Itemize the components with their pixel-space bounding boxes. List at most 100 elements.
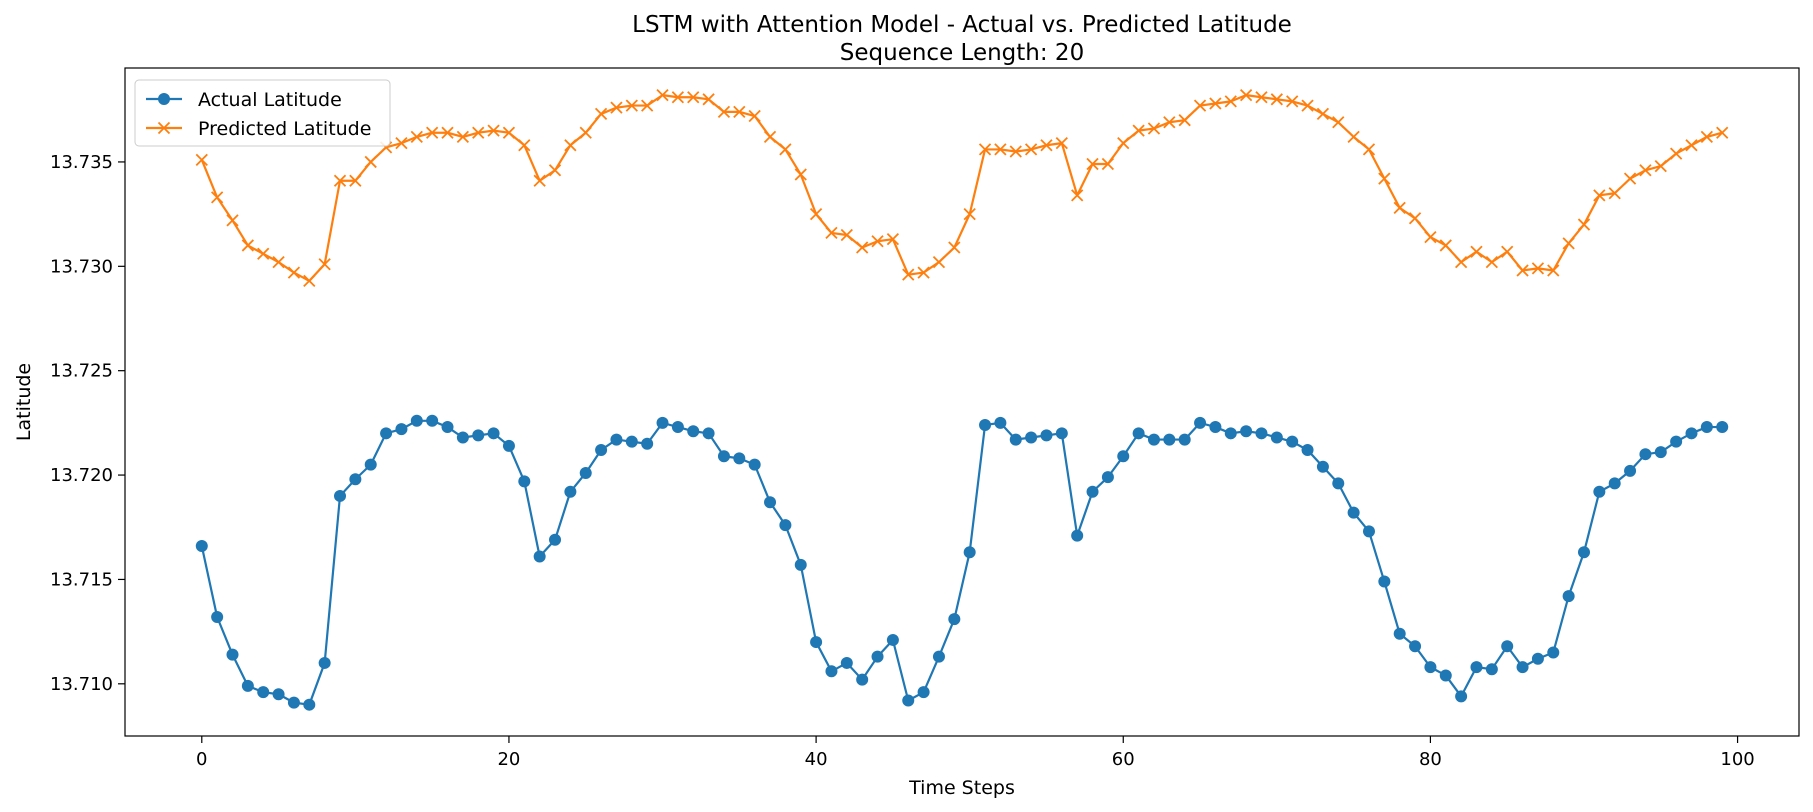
predicted-data-point bbox=[1086, 157, 1099, 171]
legend-label-1: Predicted Latitude bbox=[198, 118, 371, 140]
x-tick-label: 20 bbox=[497, 749, 520, 770]
predicted-data-point bbox=[257, 247, 270, 260]
actual-data-point bbox=[625, 435, 638, 448]
chart-subtitle: Sequence Length: 20 bbox=[840, 40, 1084, 66]
predicted-data-point bbox=[1193, 99, 1207, 112]
actual-data-point bbox=[1071, 529, 1084, 542]
predicted-data-point bbox=[702, 93, 715, 106]
predicted-data-point bbox=[1654, 159, 1667, 173]
actual-data-point bbox=[241, 679, 254, 692]
predicted-data-point bbox=[533, 174, 546, 187]
predicted-data-point bbox=[671, 91, 685, 104]
actual-data-point bbox=[1224, 427, 1237, 440]
actual-data-point bbox=[1347, 506, 1360, 519]
predicted-data-point bbox=[1071, 189, 1084, 202]
predicted-data-point bbox=[1501, 245, 1514, 258]
actual-data-point bbox=[1055, 427, 1068, 440]
legend-marker-circle bbox=[158, 93, 170, 105]
actual-data-point bbox=[303, 698, 316, 711]
predicted-data-point bbox=[1178, 114, 1191, 127]
predicted-data-point bbox=[1454, 256, 1468, 269]
actual-data-point bbox=[1301, 444, 1314, 457]
y-axis-ticks: 13.710 13.715 13.720 13.725 13.730 13.735 bbox=[50, 152, 125, 695]
actual-data-point bbox=[1362, 525, 1375, 538]
predicted-data-point bbox=[948, 241, 961, 254]
legend: Actual Latitude Predicted Latitude bbox=[134, 79, 391, 147]
actual-data-point bbox=[287, 696, 300, 709]
actual-data-point bbox=[656, 416, 669, 429]
predicted-data-point bbox=[1209, 97, 1222, 110]
actual-data-point bbox=[810, 636, 823, 649]
predicted-data-point bbox=[1485, 256, 1498, 269]
actual-data-point bbox=[733, 452, 746, 465]
actual-data-point bbox=[687, 425, 700, 438]
predicted-data-point bbox=[1147, 122, 1161, 135]
actual-data-point bbox=[825, 665, 838, 678]
predicted-data-point bbox=[1378, 172, 1391, 185]
y-tick-label: 13.715 bbox=[50, 569, 113, 590]
actual-data-point bbox=[195, 540, 208, 553]
predicted-data-point bbox=[1132, 124, 1145, 137]
predicted-data-point bbox=[487, 124, 500, 137]
actual-data-point bbox=[1040, 429, 1053, 442]
actual-data-point bbox=[1608, 477, 1621, 490]
predicted-data-point bbox=[441, 126, 454, 139]
x-axis-ticks: 0 20 40 60 80 100 bbox=[196, 736, 1755, 770]
predicted-data-point bbox=[1547, 264, 1560, 277]
predicted-data-point bbox=[287, 266, 301, 279]
actual-data-point bbox=[441, 421, 454, 434]
y-tick-label: 13.735 bbox=[50, 152, 113, 173]
actual-data-point bbox=[717, 450, 730, 463]
predicted-data-point bbox=[1332, 116, 1345, 129]
actual-data-point bbox=[871, 650, 884, 663]
predicted-data-point bbox=[1408, 212, 1422, 225]
x-tick-label: 40 bbox=[805, 749, 828, 770]
y-tick-label: 13.730 bbox=[50, 256, 113, 277]
predicted-data-point bbox=[794, 168, 807, 181]
actual-data-point bbox=[211, 611, 224, 624]
legend-marker-x bbox=[157, 121, 171, 135]
predicted-data-point bbox=[917, 266, 930, 279]
actual-data-point bbox=[979, 418, 992, 431]
predicted-data-point bbox=[1516, 264, 1529, 277]
plot-frame bbox=[124, 67, 1800, 737]
actual-data-point bbox=[1624, 464, 1637, 477]
predicted-data-point bbox=[1608, 187, 1621, 200]
actual-data-point bbox=[1485, 663, 1498, 676]
predicted-data-point bbox=[1424, 230, 1437, 244]
y-tick-label: 13.720 bbox=[50, 465, 113, 486]
actual-data-point bbox=[533, 550, 546, 563]
actual-data-point bbox=[932, 650, 945, 663]
predicted-data-point bbox=[994, 143, 1007, 156]
predicted-data-point bbox=[195, 153, 208, 166]
predicted-data-point bbox=[548, 164, 562, 177]
predicted-data-point bbox=[211, 191, 224, 204]
predicted-data-point bbox=[1531, 262, 1545, 275]
predicted-data-point bbox=[472, 126, 485, 139]
actual-data-point bbox=[1639, 448, 1652, 461]
predicted-data-point bbox=[1639, 164, 1652, 177]
predicted-data-point bbox=[426, 126, 439, 139]
predicted-data-point bbox=[856, 241, 869, 254]
actual-data-point bbox=[1209, 421, 1222, 434]
predicted-data-point bbox=[1362, 143, 1376, 156]
actual-data-point bbox=[518, 475, 531, 488]
predicted-data-point bbox=[1685, 139, 1698, 152]
y-tick-label: 13.710 bbox=[50, 674, 113, 695]
predicted-data-point bbox=[1470, 245, 1483, 258]
actual-data-point bbox=[579, 466, 592, 479]
predicted-data-point bbox=[395, 137, 408, 150]
actual-data-point bbox=[318, 656, 331, 669]
actual-data-point bbox=[641, 437, 654, 450]
actual-data-point bbox=[1577, 546, 1590, 559]
predicted-data-point bbox=[886, 233, 900, 246]
actual-data-point bbox=[1086, 485, 1099, 498]
legend-label-0: Actual Latitude bbox=[198, 89, 342, 111]
predicted-data-point bbox=[1623, 172, 1637, 185]
actual-data-point bbox=[1378, 575, 1391, 588]
actual-data-point bbox=[764, 496, 777, 509]
predicted-data-point bbox=[871, 235, 884, 248]
legend-entries: Actual Latitude Predicted Latitude bbox=[146, 89, 371, 140]
predicted-data-point bbox=[1101, 157, 1115, 171]
actual-data-point bbox=[1286, 435, 1299, 448]
